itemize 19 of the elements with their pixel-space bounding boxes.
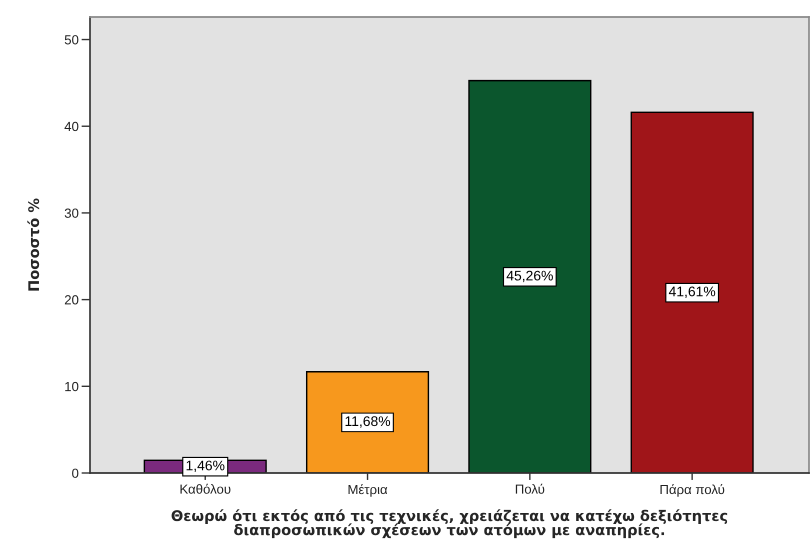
y-tick-label: 40 <box>64 122 78 132</box>
x-tick-label: Μέτρια <box>348 484 388 497</box>
x-axis-title: Θεωρώ ότι εκτός από τις τεχνικές, χρειάζεται να κατέχω δεξιότητες διαπροσωπικών σχέσεων των ατόμων με αναπηρίες. <box>172 509 728 538</box>
y-axis-title: Ποσοστό % <box>27 198 40 291</box>
x-tick-label: Πάρα πολύ <box>660 484 724 497</box>
data-label: 45,26% <box>506 270 553 282</box>
x-tick-label: Καθόλου <box>180 484 230 494</box>
y-tick-label: 20 <box>64 295 78 305</box>
y-tick-label: 30 <box>64 208 78 218</box>
y-tick-label: 50 <box>64 35 78 44</box>
data-label: 41,61% <box>668 286 716 298</box>
bar <box>468 80 592 473</box>
x-tick-label: Πολύ <box>516 484 544 494</box>
bar <box>630 112 754 473</box>
y-tick-label: 10 <box>65 382 78 392</box>
bar <box>306 371 430 473</box>
y-tick-label: 0 <box>72 468 78 478</box>
data-label: 11,68% <box>346 416 390 428</box>
data-label: 1,46% <box>186 460 224 472</box>
